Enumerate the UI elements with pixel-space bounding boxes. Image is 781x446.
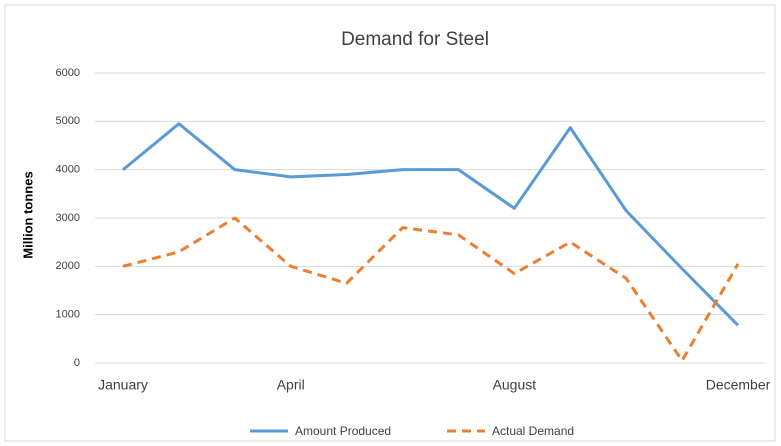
legend-label: Amount Produced — [295, 424, 391, 438]
x-tick-label: August — [493, 377, 537, 393]
chart-title: Demand for Steel — [341, 29, 489, 50]
chart-frame — [4, 4, 776, 442]
y-tick-label: 6000 — [56, 67, 80, 79]
y-axis-label: Million tonnes — [20, 171, 35, 258]
series-line — [122, 122, 740, 327]
y-tick-label: 4000 — [56, 164, 80, 176]
y-tick-label: 1000 — [56, 309, 80, 321]
x-tick-label: April — [277, 377, 305, 393]
x-tick-label: January — [98, 377, 148, 393]
y-tick-label: 2000 — [56, 260, 80, 272]
legend-label: Actual Demand — [492, 424, 574, 438]
x-tick-label: December — [706, 377, 771, 393]
y-tick-label: 5000 — [56, 115, 80, 127]
y-tick-label: 3000 — [56, 212, 80, 224]
series-line — [122, 216, 740, 363]
y-tick-label: 0 — [74, 357, 80, 369]
